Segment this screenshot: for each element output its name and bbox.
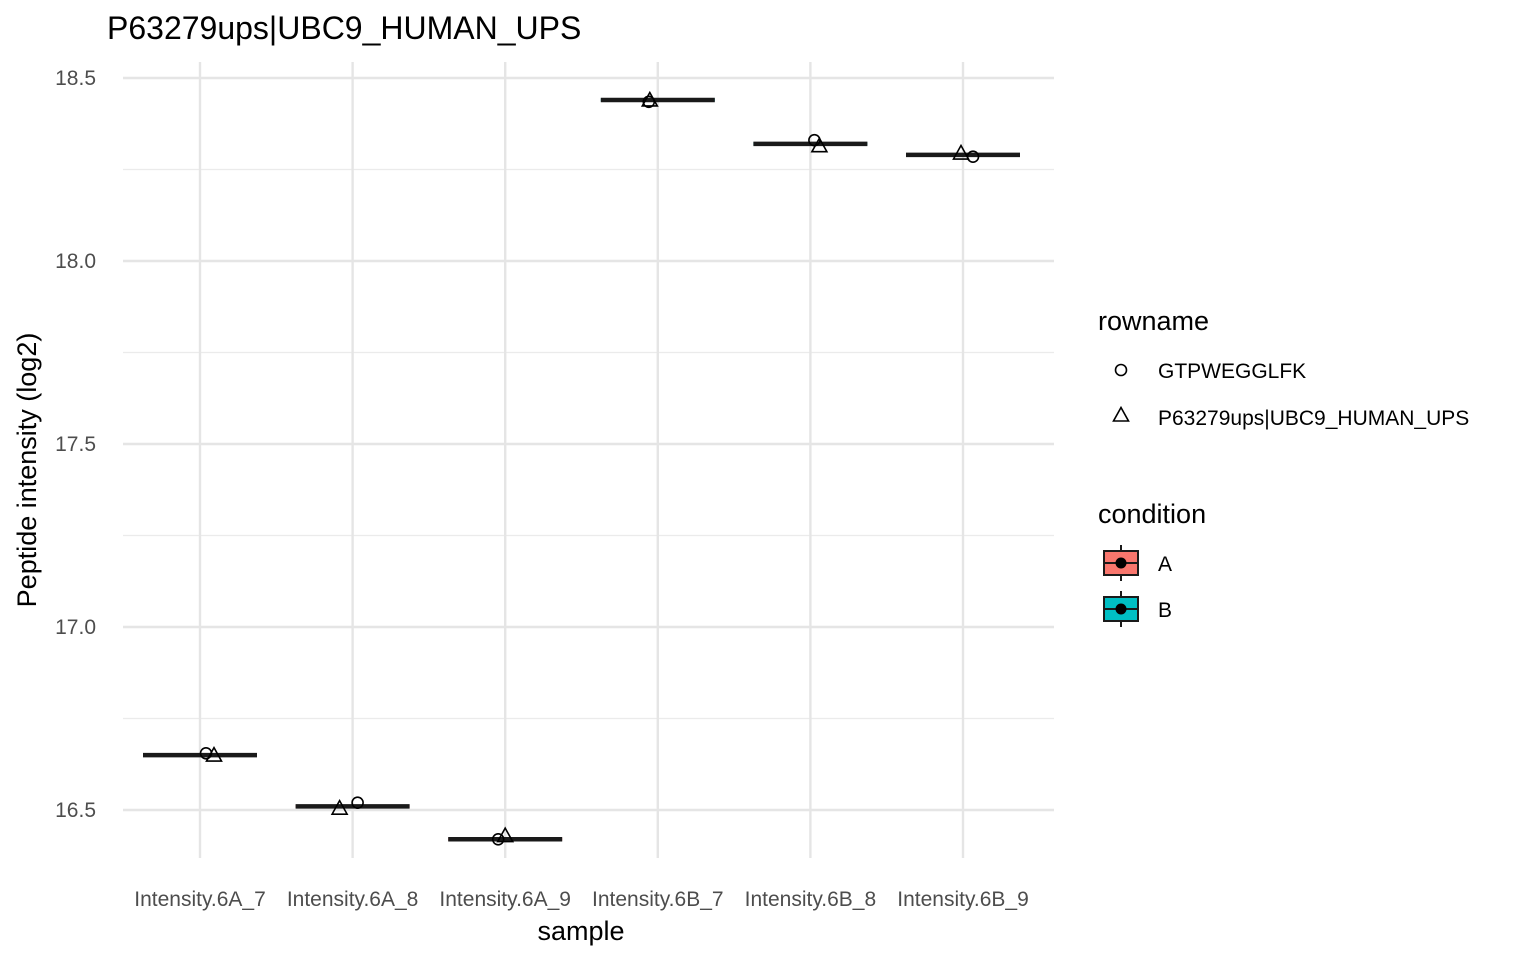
triangle-point [640, 90, 659, 107]
chart-title: P63279ups|UBC9_HUMAN_UPS [107, 10, 581, 46]
triangle-point [810, 136, 829, 153]
point-layer [199, 90, 980, 846]
legend-title-rowname: rowname [1098, 306, 1209, 336]
grid [123, 62, 1054, 858]
circle-point [491, 832, 505, 846]
x-tick-label: Intensity.6B_7 [592, 888, 724, 911]
legend-label: GTPWEGGLFK [1158, 360, 1306, 383]
x-tick-label: Intensity.6B_8 [745, 888, 877, 911]
legend: rowname GTPWEGGLFK P63279ups|UBC9_HUMAN_UP… [1098, 306, 1469, 627]
triangle-point [496, 826, 515, 843]
y-tick-label: 16.5 [55, 799, 96, 822]
y-axis-title: Peptide intensity (log2) [12, 333, 42, 608]
x-axis-ticks: Intensity.6A_7 Intensity.6A_8 Intensity.6A… [134, 888, 1029, 911]
triangle-point [952, 143, 970, 160]
x-tick-label: Intensity.6B_9 [897, 888, 1029, 911]
legend-title-condition: condition [1098, 499, 1206, 529]
y-tick-label: 18.5 [55, 67, 96, 90]
triangle-point [330, 799, 349, 815]
legend-key-dot [1115, 603, 1127, 615]
y-axis-ticks: 16.5 17.0 17.5 18.0 18.5 [55, 67, 96, 822]
x-tick-label: Intensity.6A_8 [287, 888, 419, 911]
box-layer [143, 97, 1020, 842]
x-axis-title: sample [537, 916, 624, 946]
legend-key-dot [1115, 557, 1127, 569]
triangle-point [205, 745, 223, 762]
circle-point [1114, 363, 1128, 377]
legend-label: A [1158, 553, 1172, 576]
y-tick-label: 17.0 [55, 616, 96, 639]
y-tick-label: 17.5 [55, 433, 96, 456]
triangle-point [1112, 405, 1130, 422]
legend-label: P63279ups|UBC9_HUMAN_UPS [1158, 407, 1469, 430]
circle-point [351, 796, 364, 809]
legend-label: B [1158, 599, 1172, 622]
y-tick-label: 18.0 [55, 250, 96, 273]
x-tick-label: Intensity.6A_9 [439, 888, 571, 911]
x-tick-label: Intensity.6A_7 [134, 888, 266, 911]
